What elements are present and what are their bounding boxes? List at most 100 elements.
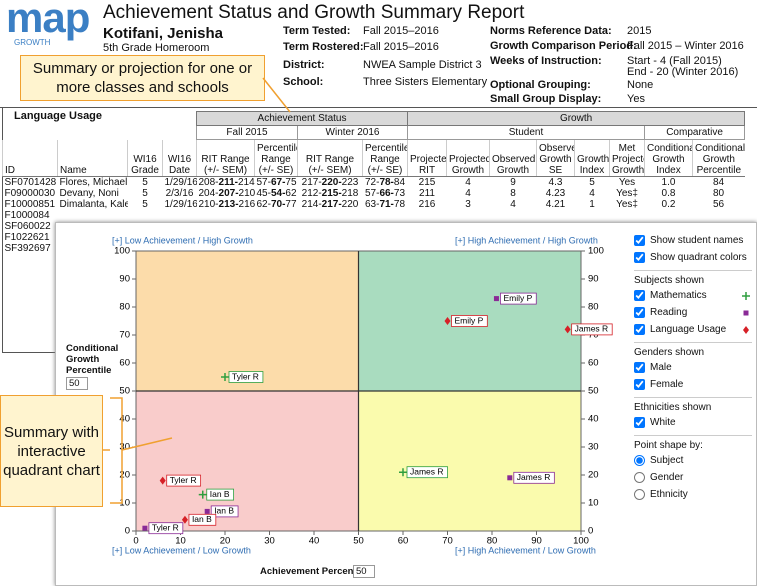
point-label: Tyler R [152, 522, 179, 532]
quadrant-label[interactable]: [+] Low Achievement / Low Growth [112, 545, 251, 555]
point-label: James R [410, 466, 444, 476]
marker [198, 490, 207, 499]
cell: 1 [589, 199, 595, 210]
radio[interactable] [634, 489, 645, 500]
control-row: Subject [634, 452, 752, 469]
cell: 9 [510, 177, 516, 188]
cell: 215 [418, 177, 436, 188]
checkbox[interactable] [634, 362, 645, 373]
control-row: White [634, 414, 752, 431]
field-label: Optional Grouping: [490, 79, 591, 91]
x-split-input[interactable]: 50 [353, 565, 375, 578]
column-header: Percentile Range (+/- SE) [254, 139, 298, 177]
control-title: Genders shown [634, 342, 752, 359]
y-split-input[interactable]: 50 [66, 377, 88, 390]
divider [0, 107, 757, 108]
y-tick-label: 40 [119, 414, 130, 425]
cell: F09000030 [4, 188, 56, 199]
radio[interactable] [634, 455, 645, 466]
checkbox[interactable] [634, 417, 645, 428]
control-row: Show student names [634, 232, 752, 249]
y2-tick-label: 100 [588, 246, 604, 257]
field-label: Small Group Display: [490, 93, 602, 105]
field-value: None [627, 79, 654, 91]
checkbox[interactable] [634, 290, 645, 301]
field-label: Term Rostered: [283, 41, 364, 53]
checkbox[interactable] [634, 235, 645, 246]
y2-tick-label: 0 [588, 526, 593, 537]
x-tick-label: 100 [573, 536, 589, 547]
cell: 208-211-214 [198, 177, 255, 188]
marker [181, 515, 188, 524]
field-value: Fall 2015–2016 [363, 25, 439, 37]
point-label: Ian B [192, 514, 212, 524]
checkbox[interactable] [634, 307, 645, 318]
field-value: Fall 2015–2016 [363, 41, 439, 53]
marker [444, 317, 451, 325]
field-label: Term Tested: [283, 25, 351, 37]
control-title: Subjects shown [634, 270, 752, 287]
cell: 1/29/16 [164, 199, 197, 210]
point-label-box [451, 315, 488, 327]
control-label: Language Usage [650, 324, 727, 335]
point-label: Ian B [210, 489, 230, 499]
quadrant [136, 391, 359, 531]
checkbox[interactable] [634, 324, 645, 335]
cell: 4.3 [548, 177, 563, 188]
marker [743, 325, 749, 334]
logo-sub: GROWTH [14, 38, 51, 47]
cell: 4 [465, 177, 471, 188]
y-tick-label: 10 [119, 498, 130, 509]
field-label: Weeks of Instruction: [490, 55, 602, 67]
subject: Language Usage [14, 110, 103, 122]
column-row: ID Name WI16 Grade WI16 Date RIT Range (+/- … [2, 139, 745, 177]
cell: 4.23 [545, 188, 566, 199]
cell: 3 [465, 199, 471, 210]
cell: 80 [712, 188, 725, 199]
cell: SF0701428 [4, 177, 57, 188]
control-label: Ethnicity [650, 489, 688, 500]
control-label: Show quadrant colors [650, 252, 747, 263]
quadrant-label[interactable]: [+] High Achievement / Low Growth [455, 545, 596, 555]
column-header: Conditional Growth Percentile [691, 139, 745, 177]
point-label: James R [575, 324, 609, 334]
quadrant [136, 251, 359, 391]
marker [204, 508, 210, 514]
cell: 57-67-75 [256, 177, 297, 188]
cell: SF060022 [4, 221, 51, 232]
control-row: Ethnicity [634, 486, 752, 503]
field-label: Norms Reference Data: [490, 25, 612, 37]
y-tick-label: 20 [119, 470, 130, 481]
quadrant-label[interactable]: [+] High Achievement / High Growth [455, 235, 598, 245]
quadrant-label[interactable]: [+] Low Achievement / High Growth [112, 235, 253, 245]
control-label: Show student names [650, 235, 744, 246]
column-header: RIT Range (+/- SEM) [196, 139, 255, 177]
checkbox[interactable] [634, 379, 645, 390]
x-axis-label: Achievement Percentile [260, 566, 368, 577]
column-header: Observed Growth SE [536, 139, 575, 177]
control-row: Reading [634, 304, 752, 321]
control-row: Male [634, 359, 752, 376]
table: Achievement Status Growth Fall 2015 Winter … [2, 111, 746, 254]
chart-controls: Show student names Show quadrant colors Su… [634, 232, 752, 503]
point-label-box [148, 522, 184, 535]
column-header: WI16 Date [162, 139, 197, 177]
control-title: Ethnicities shown [634, 397, 752, 414]
control-label: Female [650, 379, 684, 390]
cell: Flores, Michael S. [59, 177, 128, 188]
point-label: Tyler R [170, 475, 197, 485]
cell: 5 [142, 199, 148, 210]
x-tick-label: 80 [487, 536, 498, 547]
y-tick-label: 70 [119, 330, 130, 341]
cell: 4.21 [545, 199, 566, 210]
cell: 4 [465, 188, 471, 199]
cell: F1000084 [4, 210, 50, 221]
subgroup-header: Fall 2015 [196, 125, 298, 140]
marker [399, 468, 407, 477]
control-row: Show quadrant colors [634, 249, 752, 266]
radio[interactable] [634, 472, 645, 483]
checkbox[interactable] [634, 252, 645, 263]
cell: 0.8 [661, 188, 676, 199]
data-row: F1022621 [3, 232, 745, 243]
cell: 5 [142, 177, 148, 188]
